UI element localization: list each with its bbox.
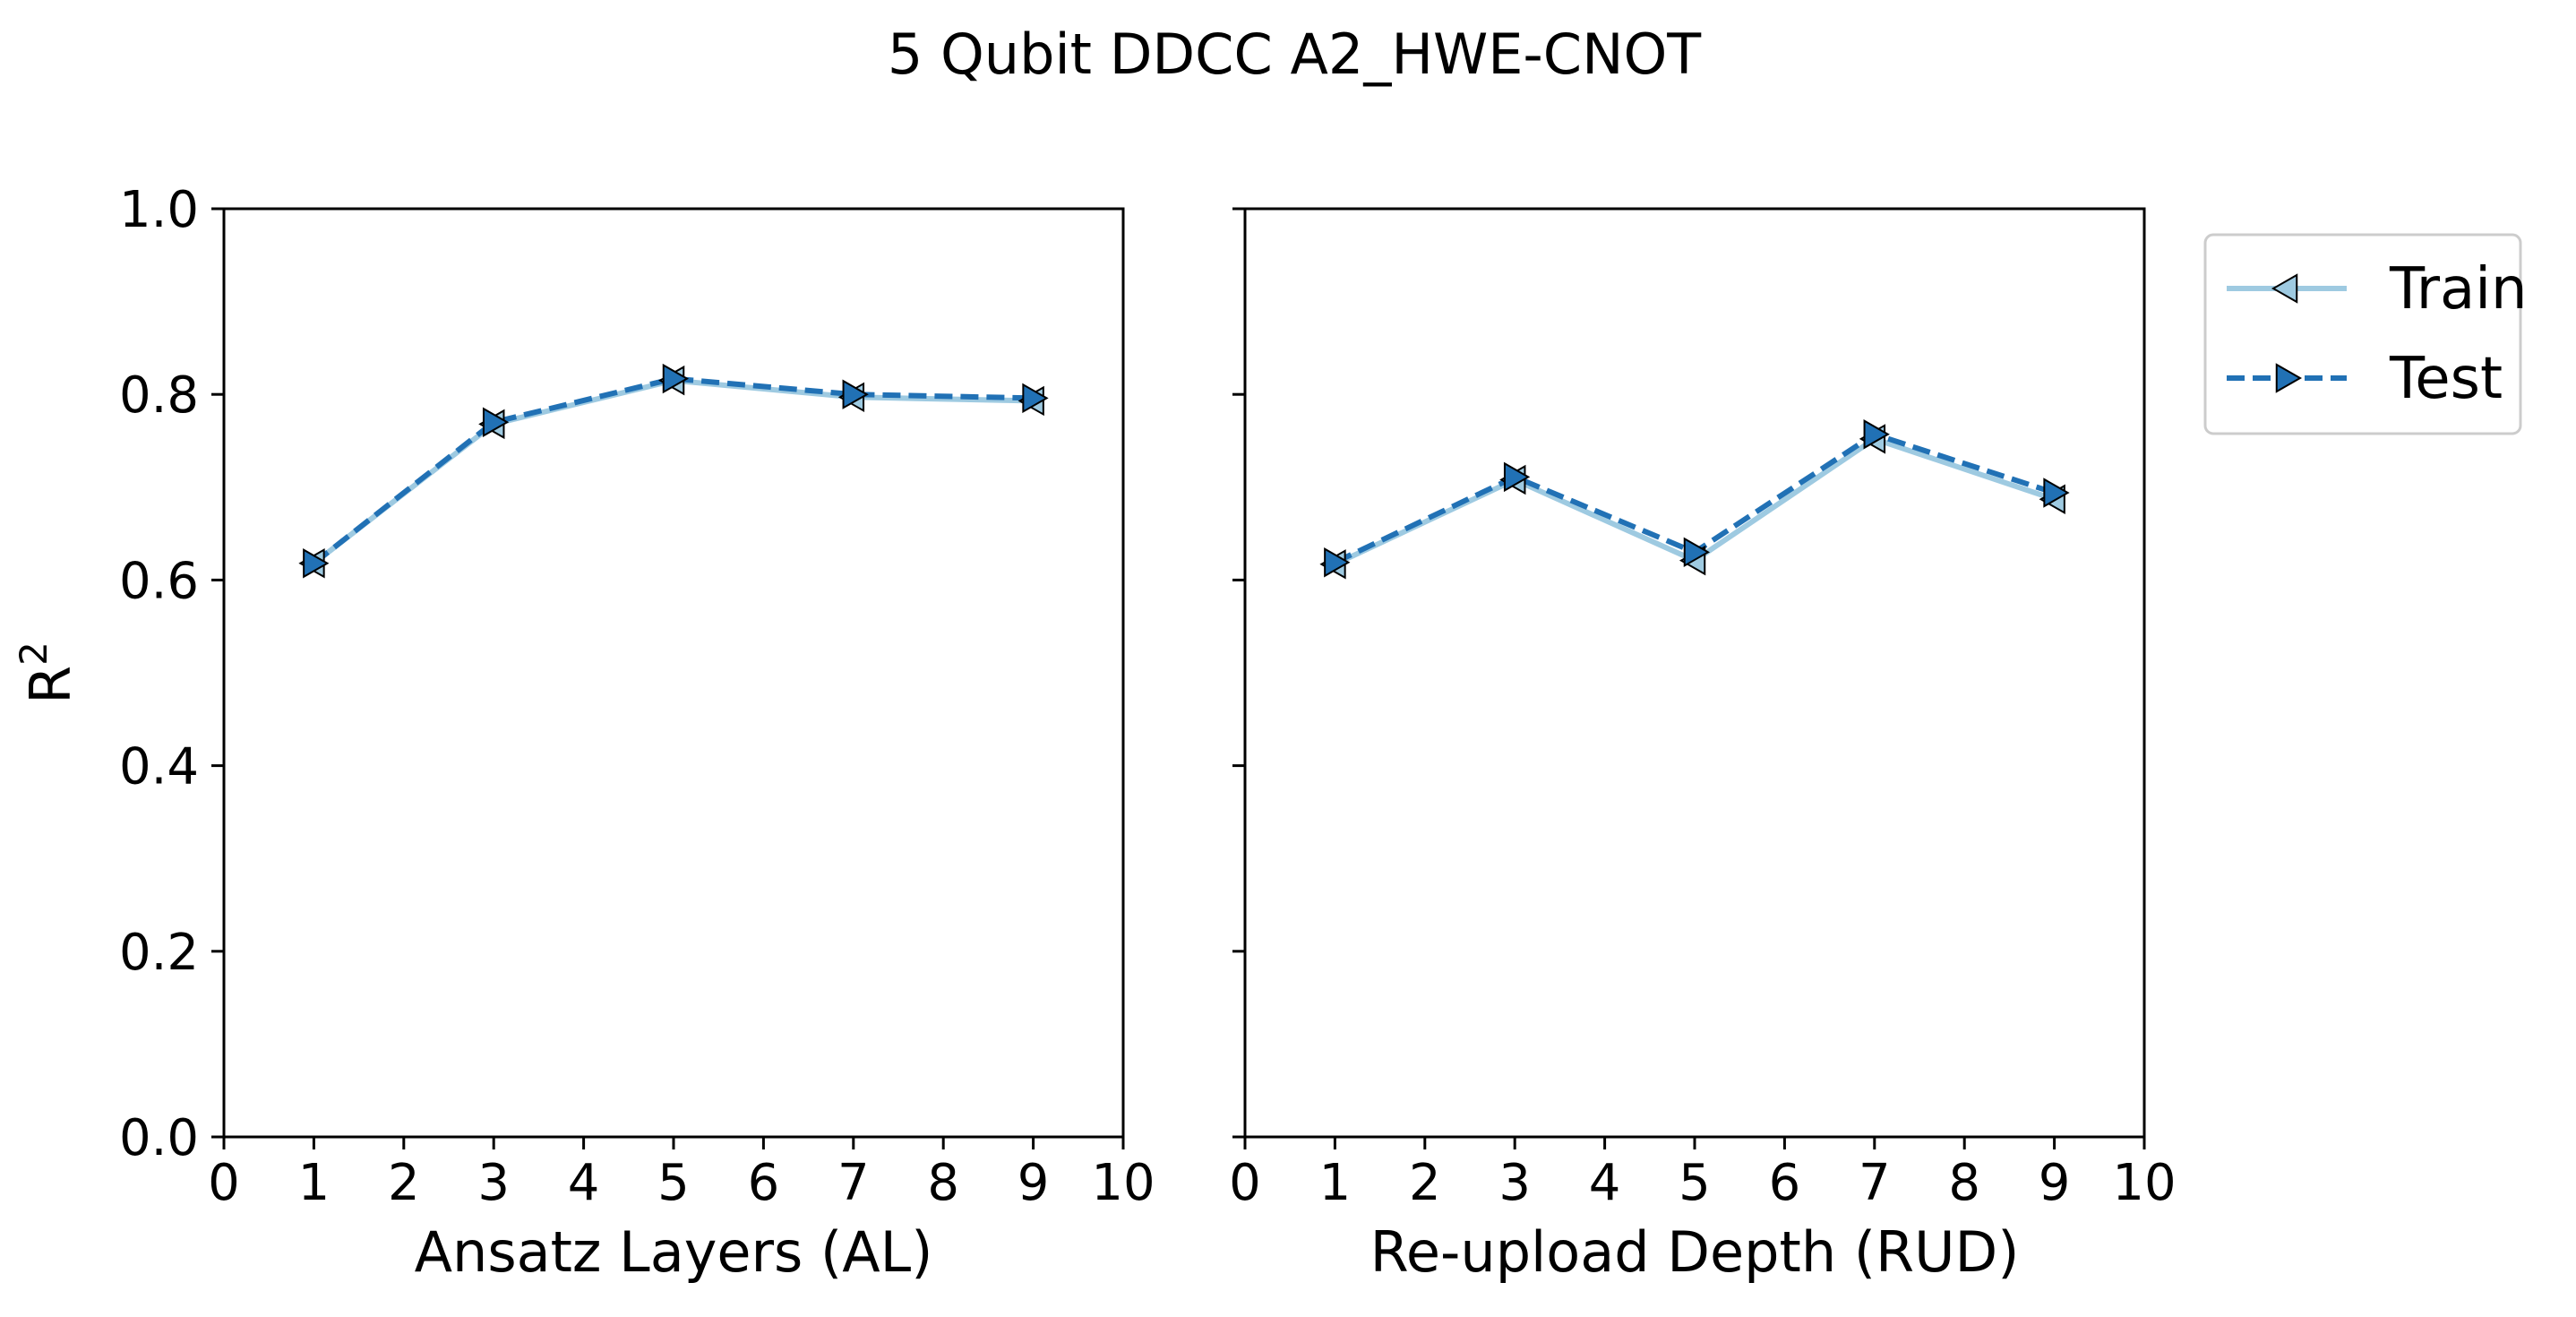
- subplot-1-x-tick-label-6: 6: [748, 1154, 780, 1212]
- subplot-1-y-tick-label-0.2: 0.2: [119, 924, 199, 982]
- subplot-1-x-tick-label-8: 8: [927, 1154, 959, 1212]
- legend-test-marker: [2275, 363, 2303, 393]
- legend-train-label: Train: [2389, 256, 2528, 323]
- subplot-1-x-tick-label-10: 10: [1091, 1154, 1155, 1212]
- subplot-1-x-tick-label-5: 5: [657, 1154, 690, 1212]
- subplot-1-y-axis-label: R2: [12, 641, 83, 704]
- subplot-2-x-tick-label-4: 4: [1589, 1154, 1621, 1212]
- subplot-1-series-test-point-4: [842, 379, 869, 409]
- subplot-1-series-test-point-1: [303, 548, 330, 579]
- subplot-2-x-tick-label-7: 7: [1859, 1154, 1891, 1212]
- subplot-1-x-axis-label: Ansatz Layers (AL): [415, 1219, 933, 1285]
- subplot-2-x-tick-label-3: 3: [1498, 1154, 1531, 1212]
- subplot-1-x-tick-label-9: 9: [1018, 1154, 1050, 1212]
- subplot-1-series-test-point-3: [662, 363, 690, 394]
- subplot-1-series-test-point-5: [1022, 383, 1049, 414]
- subplot-2-x-axis-label: Re-upload Depth (RUD): [1370, 1219, 2020, 1285]
- subplot-2-series-test-point-2: [1503, 461, 1531, 493]
- subplot-2-series-test-point-5: [2043, 478, 2070, 508]
- subplot-1-y-tick-label-1.0: 1.0: [119, 181, 199, 239]
- subplot-2-x-tick-label-10: 10: [2112, 1154, 2176, 1212]
- subplot-2-x-tick-label-0: 0: [1229, 1154, 1261, 1212]
- subplot-2-series-test-point-4: [1863, 419, 1890, 450]
- subplot-1-x-tick-label-1: 1: [298, 1154, 331, 1212]
- subplot-1-x-tick-label-0: 0: [208, 1154, 240, 1212]
- legend-test-label: Test: [2389, 346, 2503, 412]
- subplot-2-x-tick-label-6: 6: [1769, 1154, 1801, 1212]
- subplot-1-series-test-line: [312, 375, 1034, 566]
- subplot-1-x-tick-label-2: 2: [388, 1154, 420, 1212]
- subplot-2-x-tick-label-5: 5: [1679, 1154, 1711, 1212]
- subplot-1-y-tick-label-0.8: 0.8: [119, 366, 199, 425]
- subplot-1-y-tick-label-0.4: 0.4: [119, 738, 199, 796]
- subplot-2-series-test-point-1: [1324, 547, 1351, 578]
- subplot-2-series-test-point-3: [1683, 537, 1711, 568]
- y-axis-label-base: R: [18, 666, 83, 704]
- subplot-2-x-tick-label-2: 2: [1409, 1154, 1441, 1212]
- figure-title: 5 Qubit DDCC A2_HWE-CNOT: [888, 22, 1702, 87]
- subplot-1-x-tick-label-7: 7: [837, 1154, 870, 1212]
- y-axis-label-superscript: 2: [12, 641, 56, 666]
- subplot-1-x-tick-label-3: 3: [477, 1154, 510, 1212]
- legend-train-marker: [2271, 273, 2298, 304]
- subplot-1-x-tick-label-4: 4: [568, 1154, 600, 1212]
- subplot-2-x-tick-label-9: 9: [2039, 1154, 2071, 1212]
- subplot-1-series-test-point-2: [482, 407, 510, 438]
- subplot-2-x-tick-label-1: 1: [1319, 1154, 1352, 1212]
- legend: Train Test: [2203, 233, 2528, 435]
- subplot-2: 0 1 2 3 4 5 6 7 8 9 10 Re-upload Depth (RUD): [1229, 207, 2177, 1285]
- subplot-1-y-tick-label-0.0: 0.0: [119, 1109, 199, 1167]
- subplot-1-y-tick-label-0.6: 0.6: [119, 552, 199, 610]
- subplot-2-x-tick-label-8: 8: [1948, 1154, 1980, 1212]
